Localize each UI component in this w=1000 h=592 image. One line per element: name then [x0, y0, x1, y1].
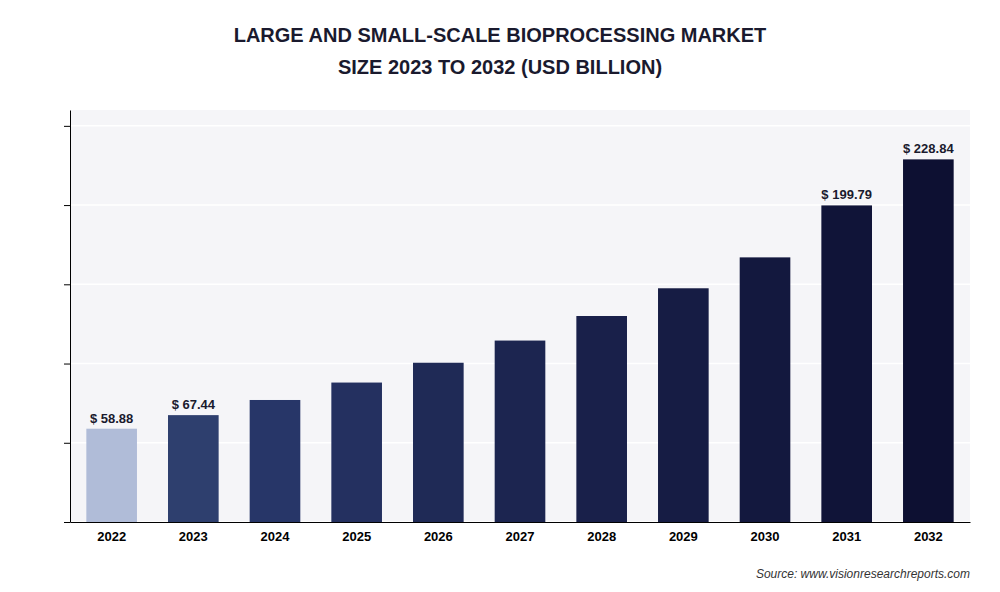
x-tick-label: 2022	[97, 529, 126, 544]
x-tick-label: 2026	[424, 529, 453, 544]
bar	[168, 415, 219, 522]
x-tick-label: 2027	[506, 529, 535, 544]
x-tick-label: 2024	[261, 529, 291, 544]
annotation: Source: www.visionresearchreports.com	[756, 567, 970, 581]
x-tick: 2029	[669, 529, 698, 544]
bar	[331, 383, 382, 522]
x-tick: 2026	[424, 529, 453, 544]
x-axis: 2022 2023 2024 2025 2026 2027 2028 2029 2030 2031…	[71, 523, 971, 545]
y-axis-line	[70, 111, 71, 523]
grid	[70, 126, 970, 522]
subtitle: SIZE 2023 TO 2032 (USD BILLION)	[338, 56, 662, 78]
y-tick	[64, 126, 70, 127]
data-label: $ 199.79	[821, 187, 872, 202]
plot-background	[70, 110, 970, 522]
data-label: $ 58.88	[90, 411, 133, 426]
y-tick-mark	[64, 364, 70, 365]
y-tick-mark	[64, 284, 70, 285]
x-tick: 2025	[342, 529, 371, 544]
x-tick-label: 2023	[179, 529, 208, 544]
y-tick-mark	[64, 205, 70, 206]
y-tick-mark	[64, 522, 70, 523]
x-tick: 2023	[179, 529, 208, 544]
x-tick: 2030	[751, 529, 780, 544]
data-labels: $ 58.88 $ 67.44 $ 199.79 $ 228.84	[90, 141, 954, 425]
x-axis-line	[71, 522, 971, 523]
bar	[740, 257, 791, 522]
bar	[413, 363, 464, 522]
x-tick: 2032	[914, 529, 943, 544]
bar	[576, 316, 627, 522]
bar	[821, 205, 872, 522]
x-tick: 2024	[261, 529, 291, 544]
x-tick-label: 2031	[832, 529, 861, 544]
bar	[658, 288, 709, 522]
y-tick	[64, 205, 70, 206]
x-tick-label: 2032	[914, 529, 943, 544]
data-label: $ 228.84	[903, 141, 954, 156]
y-tick	[64, 522, 70, 523]
bar	[903, 159, 954, 522]
x-tick-label: 2030	[751, 529, 780, 544]
y-tick	[64, 443, 70, 444]
title: LARGE AND SMALL-SCALE BIOPROCESSING MARK…	[234, 24, 767, 46]
bars	[86, 159, 953, 522]
y-axis	[64, 111, 71, 523]
plot: $ 58.88$ 67.44$ 199.79$ 228.842022202320…	[64, 110, 971, 544]
y-tick-mark	[64, 126, 70, 127]
y-tick-mark	[64, 443, 70, 444]
x-tick: 2022	[97, 529, 126, 544]
grid-line	[70, 125, 970, 127]
bar	[495, 341, 546, 522]
bar	[86, 429, 137, 522]
x-tick: 2027	[506, 529, 535, 544]
x-tick: 2031	[832, 529, 861, 544]
y-tick	[64, 284, 70, 285]
y-tick	[64, 364, 70, 365]
x-tick: 2028	[587, 529, 616, 544]
x-tick-label: 2025	[342, 529, 371, 544]
bar	[250, 400, 301, 522]
x-tick-label: 2029	[669, 529, 698, 544]
chart: LARGE AND SMALL-SCALE BIOPROCESSING MARK…	[0, 0, 1000, 592]
data-label: $ 67.44	[172, 397, 216, 412]
x-tick-label: 2028	[587, 529, 616, 544]
